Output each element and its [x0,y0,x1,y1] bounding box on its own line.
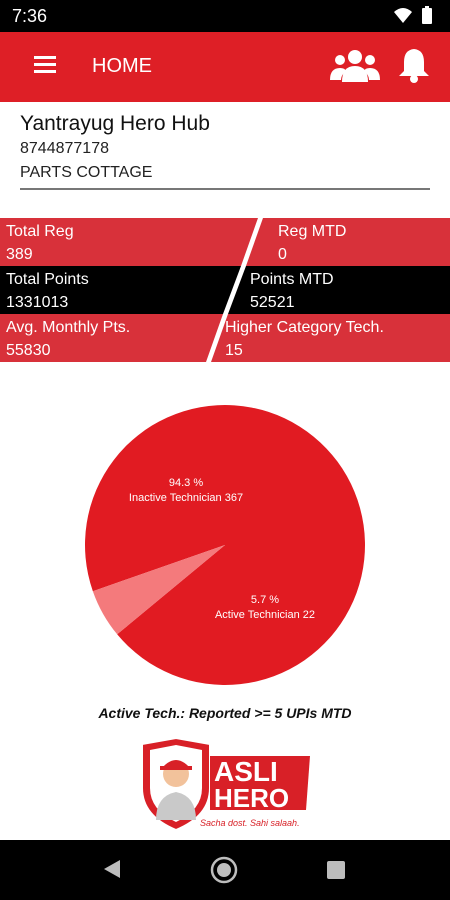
stat-points-mtd-label: Points MTD [250,271,334,288]
status-time: 7:36 [12,6,48,26]
logo-line2: HERO [214,783,289,813]
stat-total-reg-value: 389 [6,246,33,263]
pie-slice-active-technician[interactable] [92,545,225,635]
technician-pie-chart: 94.3 % Inactive Technician 367 5.7 % Active… [0,362,450,702]
stat-reg-mtd-value: 0 [278,246,287,263]
home-icon[interactable] [210,856,238,889]
pie-label-percent-0: 94.3 % [169,477,203,489]
chart-caption: Active Tech.: Reported >= 5 UPIs MTD [98,705,352,721]
system-nav-bar [0,840,450,900]
pie-label-name-1: Active Technician 22 [215,609,315,621]
stat-points-mtd-value: 52521 [250,294,295,311]
stats-background [0,218,450,362]
pie-label-name-0: Inactive Technician 367 [129,492,243,504]
pie-label-percent-1: 5.7 % [251,594,279,606]
group-users-icon[interactable] [330,48,380,89]
stat-higher-category-label: Higher Category Tech. [225,319,384,336]
notification-bell-icon[interactable] [396,46,432,89]
hub-phone: 8744877178 [20,140,109,157]
logo-tagline: Sacha dost. Sahi salaah. [200,818,300,828]
stat-total-reg-label: Total Reg [6,223,74,240]
stat-higher-category-value: 15 [225,342,243,359]
status-bar: 7:36 [0,0,450,32]
stat-reg-mtd-label: Reg MTD [278,223,347,240]
logo-line1: ASLI [214,756,278,787]
hamburger-menu-icon[interactable] [34,56,56,74]
status-icons [392,6,440,31]
hub-shop: PARTS COTTAGE [20,164,153,181]
app-bar: HOME [0,32,450,102]
pie-chart-svg: 94.3 % Inactive Technician 367 5.7 % Active… [85,405,365,685]
pie-slice-inactive-technician[interactable] [85,405,365,685]
hub-info-card: Yantrayug Hero Hub 8744877178 PARTS COTT… [0,102,450,218]
stats-panel: Total Reg 389 Reg MTD 0 Total Points 133… [0,218,450,362]
page-title: HOME [92,55,152,77]
back-icon[interactable] [102,858,122,885]
stat-total-points-value: 1331013 [6,294,69,311]
recent-apps-icon[interactable] [326,860,346,885]
wifi-battery-icon [394,6,432,24]
stat-avg-monthly-label: Avg. Monthly Pts. [6,319,131,336]
asli-hero-logo: ASLI HERO Sacha dost. Sahi salaah. [138,736,314,837]
stat-total-points-label: Total Points [6,271,89,288]
divider [20,188,430,190]
stat-avg-monthly-value: 55830 [6,342,51,359]
hub-name: Yantrayug Hero Hub [20,112,210,135]
